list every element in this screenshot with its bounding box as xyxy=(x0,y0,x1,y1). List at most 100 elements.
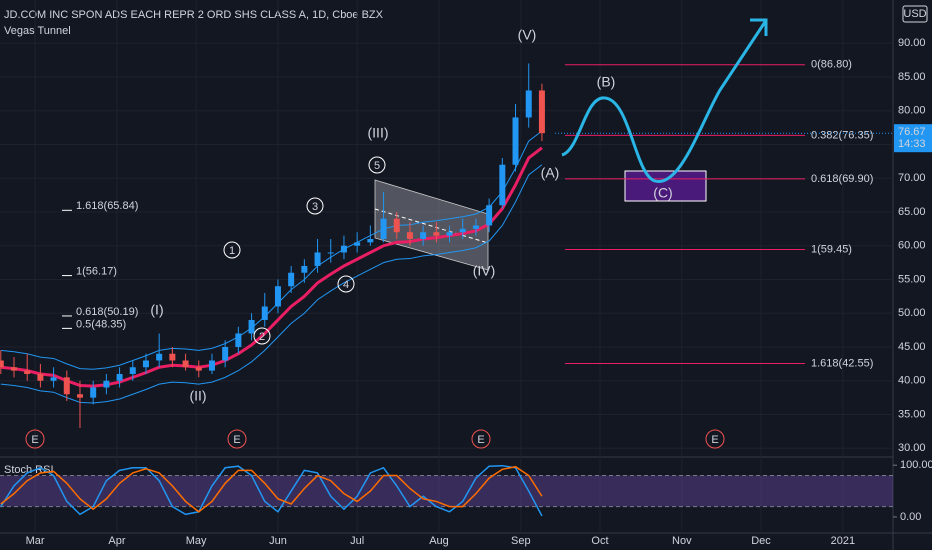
candle-body xyxy=(37,373,44,381)
countdown: 14:33 xyxy=(898,138,926,150)
fib-label: 0.618(50.19) xyxy=(76,306,138,318)
fib-label: 1(56.17) xyxy=(76,265,117,277)
candle-body xyxy=(327,252,334,254)
tunnel-line xyxy=(0,130,543,370)
candle-body xyxy=(90,387,97,398)
stoch-title: Stoch RSI xyxy=(4,464,54,476)
candle-body xyxy=(24,370,31,374)
earnings-marker xyxy=(227,429,247,449)
candle-body xyxy=(195,367,202,371)
last-price-tag xyxy=(894,124,932,153)
candle-body xyxy=(103,380,110,388)
candle-body xyxy=(433,232,440,236)
projection-arrowhead xyxy=(750,18,768,36)
candle-body xyxy=(222,346,229,361)
wave-label: 5 xyxy=(374,160,380,172)
earnings-marker xyxy=(471,429,491,449)
earnings-label: E xyxy=(233,434,240,446)
fib-label: 0(86.80) xyxy=(811,59,852,71)
y-tick-label: 55.00 xyxy=(898,273,926,285)
wave-label: 3 xyxy=(312,201,318,213)
earnings-label: E xyxy=(477,434,484,446)
y-tick-label: 65.00 xyxy=(898,206,926,218)
x-tick-label: May xyxy=(186,535,207,547)
wave-label: (A) xyxy=(541,165,560,181)
projection-path xyxy=(561,21,767,183)
currency: USD xyxy=(903,8,926,20)
wave-circle xyxy=(337,275,355,293)
wave-label: (III) xyxy=(368,125,389,141)
earnings-marker xyxy=(705,429,725,449)
wave-circle xyxy=(253,327,271,345)
x-tick-label: Sep xyxy=(511,535,531,547)
candle-body xyxy=(116,373,123,381)
candle-body xyxy=(380,218,387,239)
x-tick-label: Oct xyxy=(591,535,608,547)
candle-body xyxy=(301,265,308,273)
candle-body xyxy=(525,90,532,118)
candle-body xyxy=(340,245,347,253)
tunnel-line xyxy=(0,164,543,404)
wave-label: (I) xyxy=(150,302,163,318)
y-tick-label: 45.00 xyxy=(898,341,926,353)
candle-body xyxy=(261,306,268,320)
indicator-name: Vegas Tunnel xyxy=(4,25,71,37)
x-tick-label: Jul xyxy=(350,535,364,547)
channel xyxy=(374,179,489,271)
fib-label: 0.382(76.35) xyxy=(811,129,873,141)
candle-body xyxy=(314,252,321,266)
y-tick-label: 70.00 xyxy=(898,172,926,184)
y-tick-label: 30.00 xyxy=(898,442,926,454)
x-tick-label: Mar xyxy=(26,535,45,547)
x-tick-label: Dec xyxy=(751,535,771,547)
candle-body xyxy=(406,232,413,239)
candle-body xyxy=(499,164,506,206)
y-tick-label: 50.00 xyxy=(898,307,926,319)
last-price-label: 76.67 xyxy=(898,126,926,138)
wave-circle xyxy=(306,197,324,215)
wave-label: 4 xyxy=(343,279,349,291)
candle-body xyxy=(76,394,83,398)
wave-circle xyxy=(368,156,386,174)
candle-body xyxy=(367,238,374,243)
x-tick-label: Jun xyxy=(269,535,287,547)
y-tick-label: 60.00 xyxy=(898,240,926,252)
candle-body xyxy=(63,377,70,395)
wave-label: (II) xyxy=(189,388,206,404)
candle-body xyxy=(182,360,189,368)
earnings-label: E xyxy=(711,434,718,446)
x-tick-label: 2021 xyxy=(831,535,855,547)
candle-body xyxy=(208,360,215,371)
channel-midline xyxy=(374,208,489,244)
chart-title: JD.COM INC SPON ADS EACH REPR 2 ORD SHS … xyxy=(4,9,384,21)
earnings-label: E xyxy=(31,434,38,446)
stoch-band xyxy=(0,475,893,507)
wave-circle xyxy=(223,241,241,259)
candle-body xyxy=(459,228,466,233)
earnings-marker xyxy=(25,429,45,449)
candle-body xyxy=(472,225,479,229)
candle-body xyxy=(420,232,427,239)
candle-body xyxy=(10,367,17,371)
stoch-tick-label: 100.00 xyxy=(900,459,932,471)
candle-body xyxy=(169,353,176,361)
stoch-tick-label: 0.00 xyxy=(900,511,921,523)
candle-body xyxy=(538,90,545,134)
candle-body xyxy=(486,205,493,226)
candle-body xyxy=(235,333,242,347)
x-tick-label: Nov xyxy=(672,535,692,547)
wave-label: 2 xyxy=(259,331,265,343)
fib-label: 1.618(65.84) xyxy=(76,200,138,212)
target-box xyxy=(624,170,707,202)
candle-body xyxy=(156,353,163,361)
candle-body xyxy=(512,117,519,165)
candle-body xyxy=(274,286,281,307)
fib-label: 1.618(42.55) xyxy=(811,357,873,369)
candle-body xyxy=(129,367,136,374)
y-tick-label: 80.00 xyxy=(898,105,926,117)
candle-body xyxy=(248,319,255,334)
fib-label: 1(59.45) xyxy=(811,243,852,255)
